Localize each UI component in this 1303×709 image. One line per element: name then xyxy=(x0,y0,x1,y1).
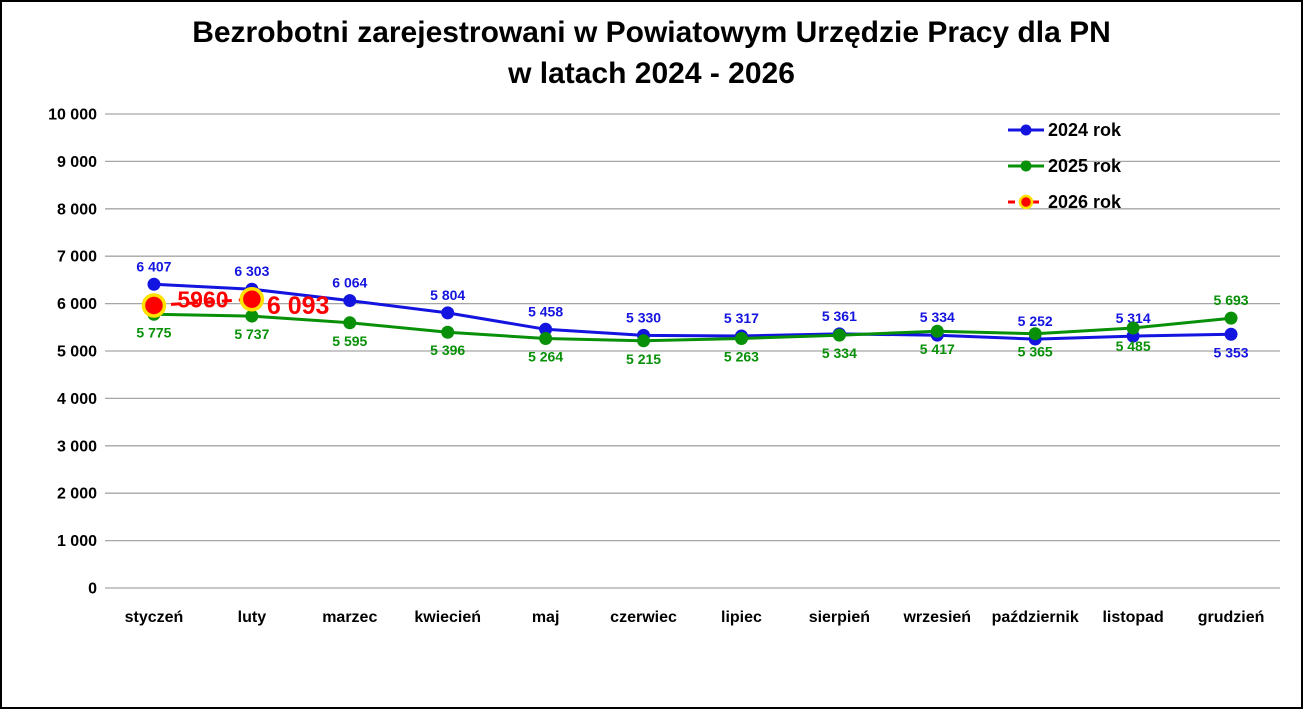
data-point xyxy=(441,325,455,339)
x-axis-label: październik xyxy=(992,609,1079,626)
data-label: 5 330 xyxy=(626,309,661,325)
series-line xyxy=(153,282,1232,341)
data-point xyxy=(441,306,455,320)
legend-marker-icon xyxy=(1020,124,1032,136)
legend-item-2026-rok: 2026 rok xyxy=(1008,192,1122,212)
data-point xyxy=(1028,327,1042,341)
data-point xyxy=(832,328,846,342)
x-axis-label: sierpień xyxy=(809,609,870,626)
data-label: 5 417 xyxy=(920,341,955,357)
series-2025-rok: 5 775 5 737 5 595 5 396 5 264 5 215 5 263 5 334… xyxy=(136,292,1248,367)
x-axis-label: styczeń xyxy=(125,609,184,626)
data-point xyxy=(539,331,553,345)
data-label: 6 064 xyxy=(332,275,367,291)
data-label: 5 458 xyxy=(528,303,563,319)
data-point xyxy=(637,334,651,348)
data-label: 5 804 xyxy=(430,287,465,303)
chart-title: Bezrobotni zarejestrowani w Powiatowym U… xyxy=(2,12,1301,94)
legend-marker-icon xyxy=(1018,194,1034,210)
data-label: 6 407 xyxy=(136,258,171,274)
x-axis-label: grudzień xyxy=(1198,609,1265,626)
data-label: 5 334 xyxy=(920,309,955,325)
x-axis-label: kwiecień xyxy=(414,609,481,626)
data-label: 5 396 xyxy=(430,342,465,358)
data-point xyxy=(1224,311,1238,325)
data-point xyxy=(239,286,265,312)
data-label: 5 314 xyxy=(1116,310,1151,326)
legend-label: 2026 rok xyxy=(1048,192,1122,212)
data-label-emphasis: 6 093 xyxy=(267,292,330,320)
data-label: 5 737 xyxy=(234,326,269,342)
y-axis-label: 8 000 xyxy=(57,201,97,218)
data-label: 5 775 xyxy=(136,324,171,340)
y-axis-label: 10 000 xyxy=(48,107,97,124)
data-point xyxy=(1224,327,1238,341)
data-point xyxy=(343,294,357,308)
data-label: 5 334 xyxy=(822,345,857,361)
y-axis-label: 5 000 xyxy=(57,344,97,361)
data-point xyxy=(1126,321,1140,335)
y-axis-label: 9 000 xyxy=(57,154,97,171)
y-axis-labels-group: 0 1 000 2 000 3 000 4 000 5 000 6 000 7 000 8 00… xyxy=(48,107,97,598)
x-axis-label: listopad xyxy=(1102,609,1163,626)
data-label: 5 365 xyxy=(1018,344,1053,360)
data-point xyxy=(343,316,357,330)
legend: 2024 rok 2025 rok 2026 rok xyxy=(1008,120,1122,212)
legend-item-2024-rok: 2024 rok xyxy=(1008,120,1122,140)
x-axis-label: wrzesień xyxy=(902,609,971,626)
legend-item-2025-rok: 2025 rok xyxy=(1008,156,1122,176)
chart-title-line1: Bezrobotni zarejestrowani w Powiatowym U… xyxy=(192,16,1111,49)
data-label: 5 264 xyxy=(528,348,563,364)
x-axis-label: maj xyxy=(532,609,560,626)
y-axis-label: 3 000 xyxy=(57,438,97,455)
gridlines-group xyxy=(105,113,1280,589)
y-axis-label: 0 xyxy=(88,581,97,598)
data-point xyxy=(930,324,944,338)
data-label: 5 693 xyxy=(1214,292,1249,308)
data-label-emphasis: 5960 xyxy=(177,286,228,312)
y-axis-label: 1 000 xyxy=(57,533,97,550)
data-label: 5 361 xyxy=(822,308,857,324)
x-axis-label: lipiec xyxy=(721,609,762,626)
data-label: 5 317 xyxy=(724,310,759,326)
data-label: 5 595 xyxy=(332,333,367,349)
legend-label: 2024 rok xyxy=(1048,120,1122,140)
data-point xyxy=(147,277,161,291)
y-axis-label: 4 000 xyxy=(57,391,97,408)
x-axis-labels-group: styczeń luty marzec kwiecień maj czerwiec lipi… xyxy=(125,609,1265,626)
data-label: 5 252 xyxy=(1018,313,1053,329)
y-axis-label: 6 000 xyxy=(57,296,97,313)
y-axis-label: 7 000 xyxy=(57,249,97,266)
data-label: 5 353 xyxy=(1214,344,1249,360)
data-point xyxy=(539,322,553,336)
legend-label: 2025 rok xyxy=(1048,156,1122,176)
legend-marker-icon xyxy=(1020,160,1032,172)
data-label: 6 303 xyxy=(234,263,269,279)
data-point xyxy=(141,293,167,318)
data-label: 5 215 xyxy=(626,351,661,367)
chart-title-line2: w latach 2024 - 2026 xyxy=(508,57,795,90)
data-point xyxy=(734,332,748,346)
y-axis-label: 2 000 xyxy=(57,486,97,503)
x-axis-label: luty xyxy=(238,609,267,626)
data-label: 5 485 xyxy=(1116,338,1151,354)
series-2026-rok: 5960 6 093 xyxy=(141,286,330,320)
data-label: 5 263 xyxy=(724,349,759,365)
x-axis-label: marzec xyxy=(322,609,377,626)
data-point xyxy=(245,309,259,323)
series-line xyxy=(153,312,1232,343)
x-axis-label: czerwiec xyxy=(610,609,677,626)
